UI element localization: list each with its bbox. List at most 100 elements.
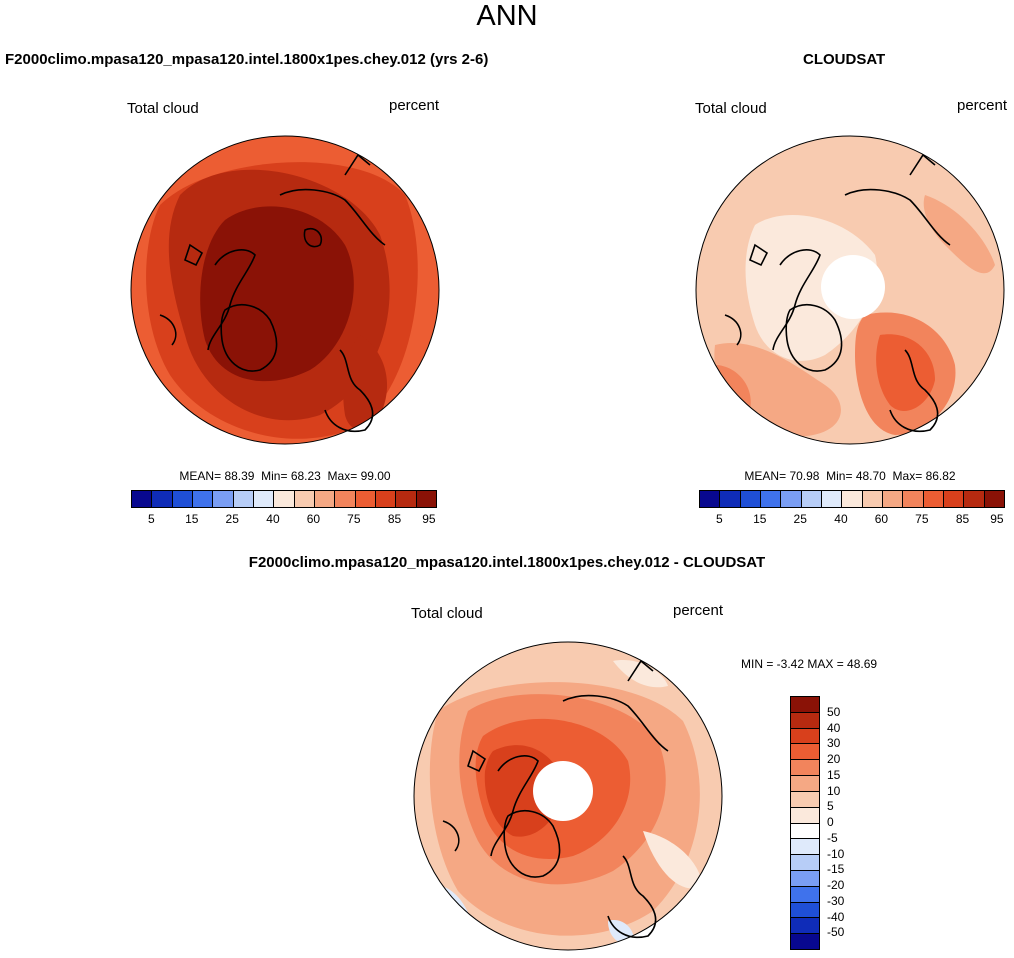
panel1-polar-map (130, 135, 440, 445)
coastlines (442, 659, 669, 938)
colorbar-tick: -10 (827, 846, 845, 861)
panel2-contour-band (745, 215, 877, 361)
colorbar-swatch (294, 491, 315, 507)
colorbar-swatch (760, 491, 782, 507)
diff-colorbar-ticks: 50 40 30 20 15 10 5 0 -5 -10 -15 -20 -30 -40 -50 (827, 696, 867, 948)
colorbar-swatch (791, 934, 819, 949)
colorbar-tick: 10 (827, 783, 841, 798)
panel2-title: CLOUDSAT (803, 51, 886, 68)
panel1-variable-label: Total cloud (127, 100, 199, 117)
diff-contour-band (484, 745, 563, 837)
colorbar-swatch (396, 491, 417, 507)
colorbar-swatch (943, 491, 965, 507)
panel2-colorbar-ticks: 5 15 25 40 60 75 85 95 (699, 512, 1004, 528)
diff-minmax: MIN = -3.42 MAX = 48.69 (741, 657, 878, 671)
colorbar-tick: 75 (347, 512, 361, 526)
colorbar-swatch (335, 491, 356, 507)
coastlines (724, 153, 951, 432)
no-data-hole (533, 761, 593, 821)
panel2-polar-map (695, 135, 1005, 445)
panel2-contour-band (923, 195, 995, 274)
diff-contour-band (643, 831, 703, 889)
colorbar-tick: -50 (827, 925, 845, 940)
colorbar-swatch (862, 491, 883, 507)
panel1-title: F2000climo.mpasa120_mpasa120.intel.1800x… (5, 51, 489, 68)
colorbar-swatch (213, 491, 234, 507)
colorbar-swatch (152, 491, 173, 507)
colorbar-swatch (416, 491, 436, 507)
panel1-stats: MEAN= 88.39 Min= 68.23 Max= 99.00 (179, 469, 391, 483)
colorbar-tick: 15 (185, 512, 199, 526)
map-boundary (130, 135, 440, 445)
colorbar-swatch (375, 491, 397, 507)
colorbar-swatch (233, 491, 254, 507)
colorbar-swatch (720, 491, 741, 507)
panel2-contour-band (876, 334, 935, 411)
colorbar-swatch (791, 807, 819, 824)
colorbar-tick: 5 (148, 512, 155, 526)
colorbar-tick: 0 (827, 815, 834, 829)
colorbar-tick: 25 (225, 512, 239, 526)
colorbar-tick: 5 (716, 512, 723, 526)
colorbar-swatch (964, 491, 985, 507)
diff-colorbar (790, 696, 820, 950)
colorbar-tick: 60 (874, 512, 889, 526)
map-boundary (413, 641, 723, 951)
colorbar-swatch (791, 776, 819, 792)
colorbar-swatch (801, 491, 822, 507)
colorbar-tick: 95 (422, 512, 436, 526)
colorbar-tick: -15 (827, 862, 845, 877)
colorbar-swatch (791, 697, 819, 713)
colorbar-swatch (791, 728, 819, 745)
colorbar-tick: 40 (266, 512, 280, 526)
colorbar-tick: 75 (915, 512, 929, 526)
colorbar-swatch (253, 491, 275, 507)
colorbar-swatch (903, 491, 924, 507)
panel1-colorbar (131, 490, 437, 508)
colorbar-swatch (781, 491, 802, 507)
colorbar-swatch (740, 491, 761, 507)
colorbar-swatch (882, 491, 904, 507)
colorbar-tick: 50 (827, 704, 841, 719)
colorbar-tick: -5 (827, 830, 838, 845)
colorbar-swatch (791, 760, 819, 777)
panel2-stats: MEAN= 70.98 Min= 48.70 Max= 86.82 (744, 469, 956, 483)
colorbar-tick: -30 (827, 893, 845, 908)
diff-variable-label: Total cloud (411, 605, 483, 622)
colorbar-swatch (791, 902, 819, 919)
panel1-units-label: percent (389, 97, 440, 114)
diff-units-label: percent (673, 602, 724, 619)
colorbar-tick: -40 (827, 909, 845, 924)
colorbar-swatch (791, 744, 819, 761)
panel2-colorbar (699, 490, 1005, 508)
colorbar-tick: 40 (834, 512, 848, 526)
colorbar-swatch (821, 491, 843, 507)
diff-panel-title: F2000climo.mpasa120_mpasa120.intel.1800x… (248, 554, 766, 571)
map-boundary (695, 135, 1005, 445)
colorbar-tick: 15 (827, 767, 841, 782)
colorbar-swatch (791, 855, 819, 871)
colorbar-swatch (791, 870, 819, 887)
colorbar-tick: 25 (793, 512, 807, 526)
colorbar-swatch (791, 791, 819, 808)
panel2-variable-label: Total cloud (695, 100, 767, 117)
colorbar-swatch (172, 491, 193, 507)
diff-polar-map (413, 641, 723, 951)
no-data-hole (821, 255, 885, 319)
colorbar-swatch (274, 491, 295, 507)
colorbar-swatch (192, 491, 214, 507)
colorbar-tick: 85 (387, 512, 402, 526)
colorbar-swatch (842, 491, 863, 507)
colorbar-swatch (314, 491, 336, 507)
colorbar-swatch (791, 918, 819, 935)
colorbar-tick: 60 (306, 512, 321, 526)
colorbar-swatch (700, 491, 721, 507)
main-title: ANN (476, 0, 538, 32)
colorbar-swatch (791, 839, 819, 856)
colorbar-tick: 5 (827, 799, 834, 814)
colorbar-tick: 30 (827, 736, 841, 751)
diff-contour-band (613, 660, 668, 688)
colorbar-swatch (791, 886, 819, 903)
colorbar-swatch (984, 491, 1004, 507)
colorbar-tick: 40 (827, 720, 841, 735)
